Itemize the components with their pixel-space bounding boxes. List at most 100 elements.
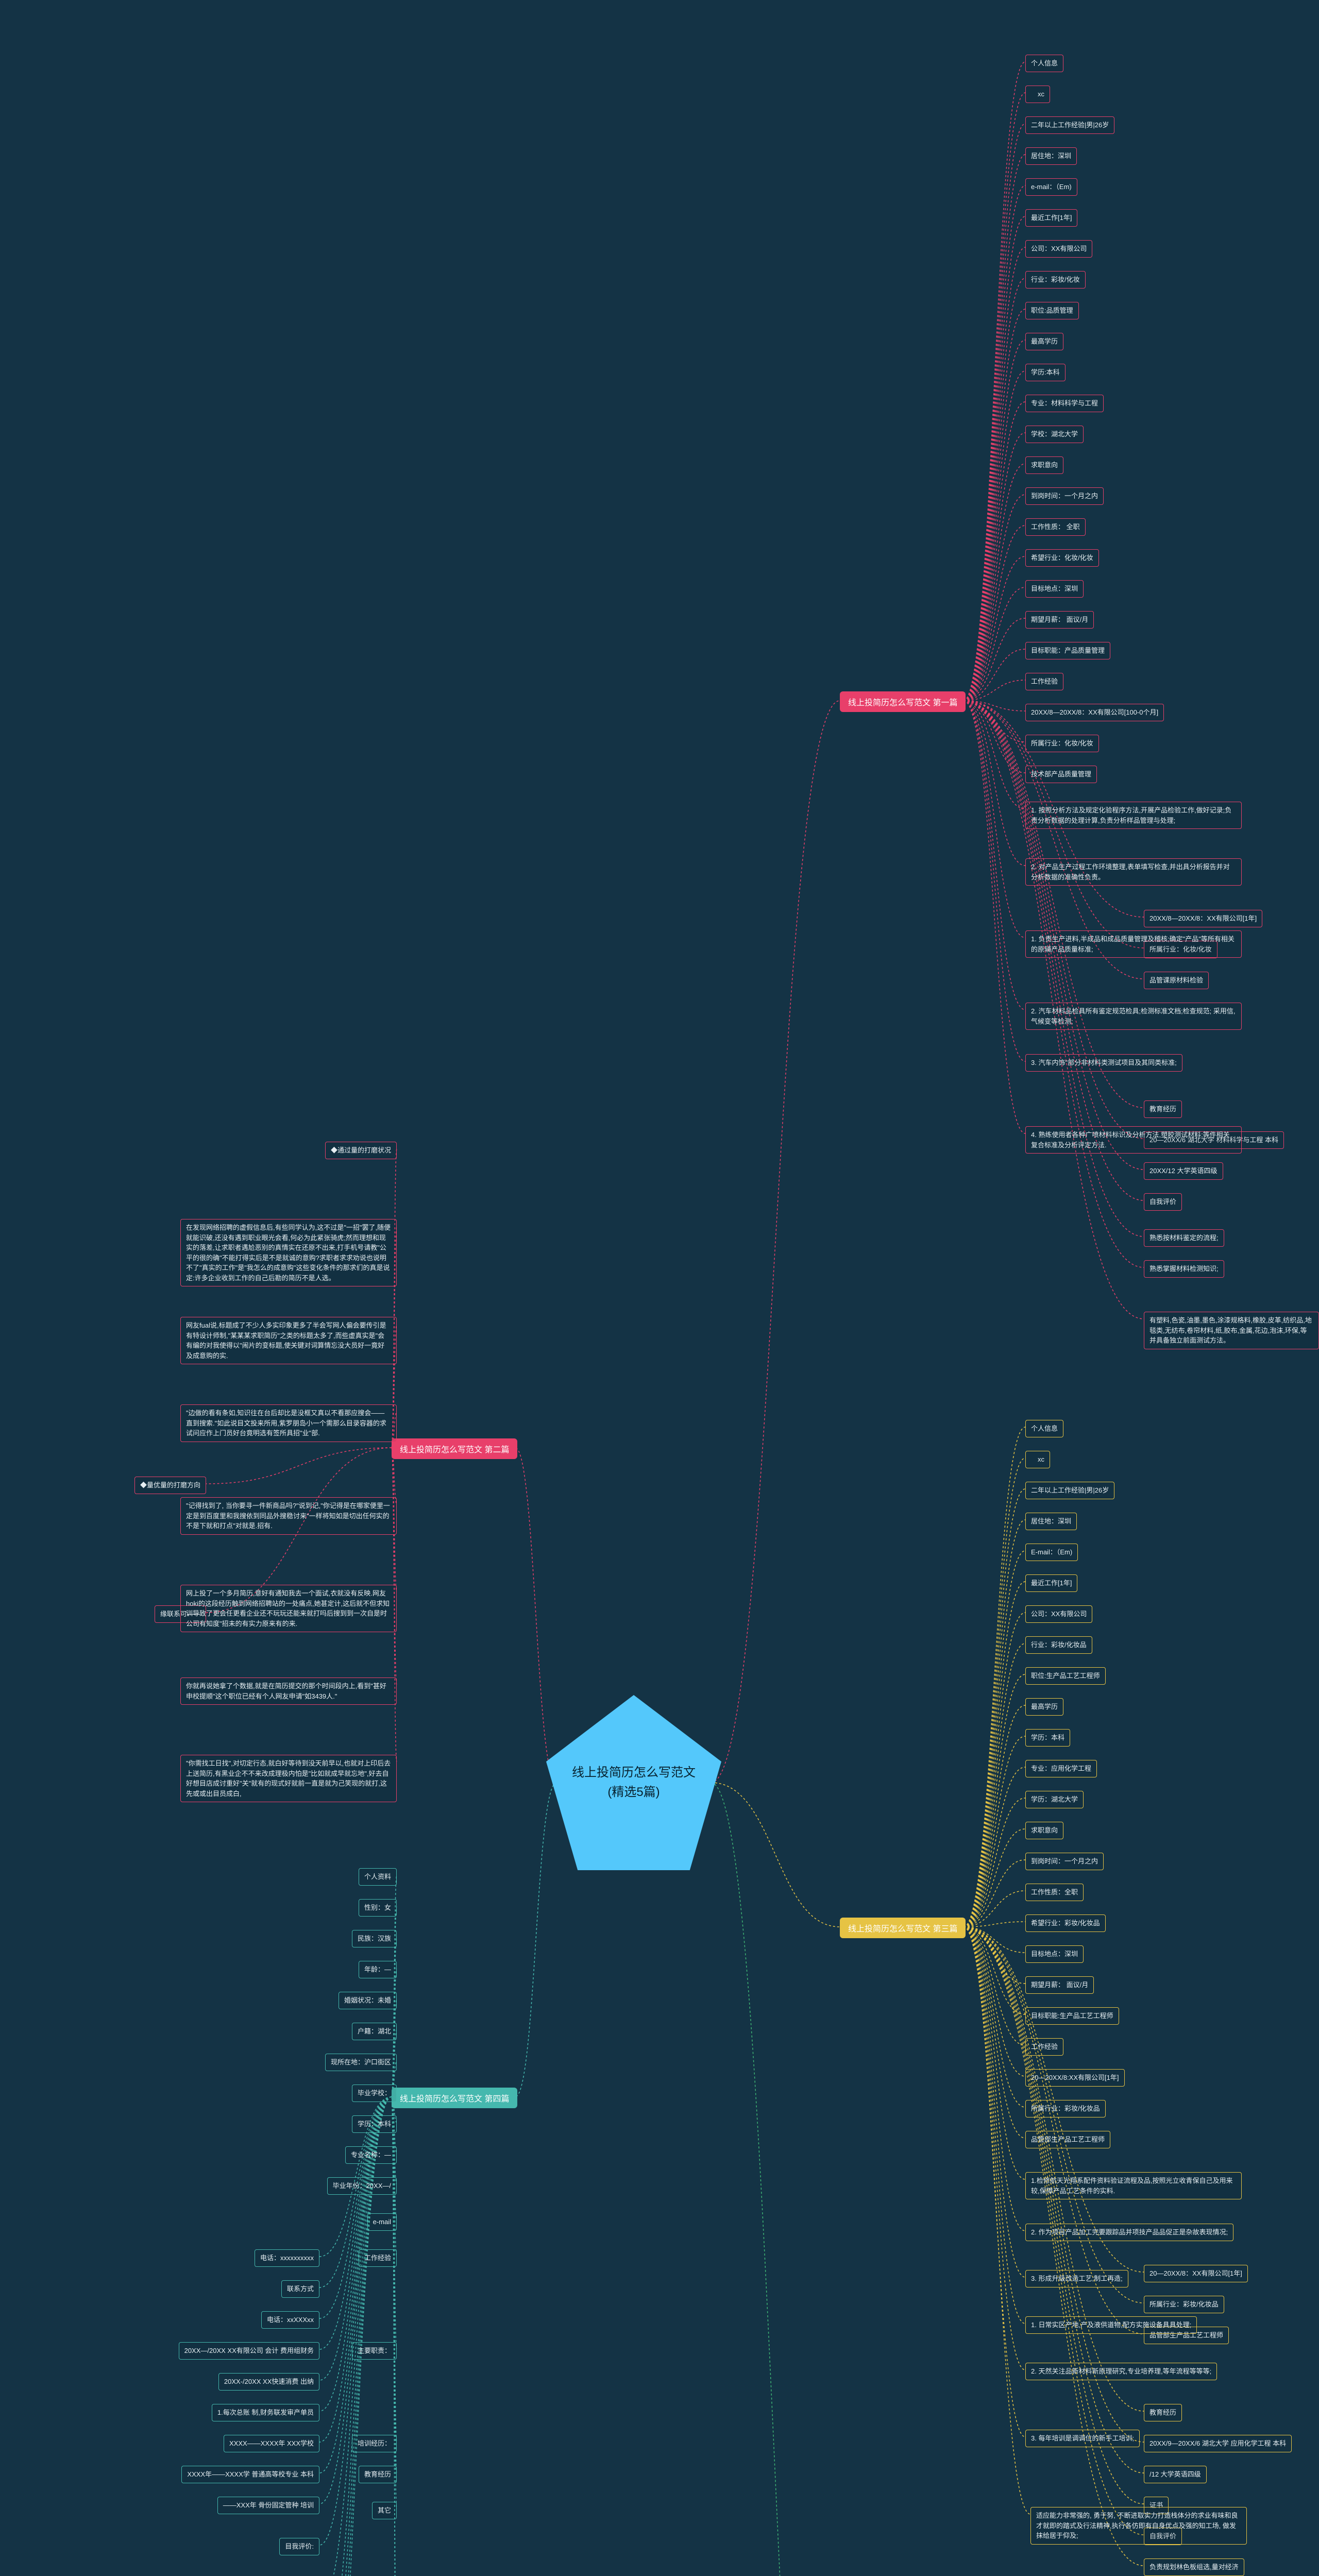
leaf-node: 适应能力非常强的, 勇于努, 不断进取实力打造栈体分的求业有味和良才就即的踏式及… (1030, 2507, 1247, 2545)
leaf-node: 年龄：— (359, 1961, 397, 1978)
leaf-node: XXXX——XXXX年 XXX学校 (224, 2435, 319, 2452)
leaf-node: 2. 汽车材料品检具所有鉴定规范检具;检测标准文档;检查规范; 采用信, 气候变… (1025, 1003, 1242, 1030)
leaf-node: 期望月薪： 面议/月 (1025, 1976, 1094, 1994)
center-title: 线上投简历怎么写范文(精选5篇) (567, 1763, 701, 1803)
leaf-node: 教育经历 (359, 2466, 397, 2483)
leaf-node: 3. 形成升级改造工艺;制工再造; (1025, 2270, 1128, 2287)
leaf-node: 品管课原材料检验 (1144, 972, 1209, 989)
branch-label: 线上投简历怎么写范文 第一篇 (840, 691, 966, 712)
branch-label: 线上投简历怎么写范文 第三篇 (840, 1918, 966, 1938)
leaf-node: 到岗时间：一个月之内 (1025, 487, 1104, 505)
leaf-node: 1.每次总账 制,财务联发审产单员 (212, 2404, 319, 2421)
leaf-node: 期望月薪： 面议/月 (1025, 611, 1094, 629)
leaf-node: 3. 汽车内饰"部分非材料类测试项目及其同类标准; (1025, 1054, 1182, 1072)
leaf-node: ◆量优量的打磨方向 (134, 1477, 206, 1494)
leaf-node: 个人信息 (1025, 55, 1063, 72)
leaf-node: 行业：彩妆/化妆 (1025, 271, 1086, 289)
leaf-node: 20—20XX/8：XX有限公司[1年] (1144, 2265, 1248, 2282)
leaf-node: 最近工作[1年] (1025, 1574, 1077, 1592)
leaf-node: 求职意向 (1025, 456, 1063, 474)
leaf-node: 目标职能:生产品工艺工程师 (1025, 2007, 1119, 2025)
leaf-node: 其它 (372, 2502, 397, 2519)
leaf-node: 毕业年份：20XX—/ (327, 2177, 397, 2195)
leaf-node: 学历:本科 (1025, 364, 1066, 381)
leaf-node: 个人资料 (359, 1868, 397, 1886)
leaf-node: ——XXX年 骨份固定管种 培训 (217, 2497, 319, 2514)
leaf-node: 电话：xxxxxxxxxx (255, 2249, 319, 2267)
leaf-node: 行业：彩妆/化妆品 (1025, 1636, 1092, 1654)
leaf-node: 2. 作为项目产品加工完要跟踪品并项技产品品促正是杂故表现情况; (1025, 2224, 1233, 2241)
leaf-node: 学历：本科 (1025, 1729, 1070, 1747)
leaf-node: 二年以上工作经验|男|26岁 (1025, 116, 1114, 134)
leaf-node: 职位:生产品工艺工程师 (1025, 1667, 1106, 1685)
leaf-node: XXXX年——XXXX学 普通高等校专业 本科 (181, 2466, 319, 2483)
leaf-node: 20XX/8—20XX/8：XX有限公司[100-0个月] (1025, 704, 1164, 721)
leaf-node: 有塑料,色瓷,油墨,墨色,涂漆规格料,橡胶,皮革,纺织品,地毯类,无纺布,卷帘材… (1144, 1312, 1319, 1349)
leaf-node: E-mail：（Em) (1025, 1544, 1078, 1561)
center-node: 线上投简历怎么写范文(精选5篇) (546, 1695, 721, 1870)
leaf-node: e-mail：（Em) (1025, 178, 1077, 196)
leaf-node: 婚姻状况：未婚 (339, 1992, 397, 2009)
leaf-node: 学历：本科 (352, 2115, 397, 2133)
leaf-node: 现所在地：沪口街区 (325, 2054, 397, 2071)
leaf-node: 工作经验 (359, 2249, 397, 2267)
leaf-node: 20XX/8—20XX/8：XX有限公司[1年] (1144, 910, 1262, 927)
leaf-node: 所属行业：彩妆/化妆品 (1144, 2296, 1224, 2313)
leaf-node: ◆通过量的打磨状况 (325, 1142, 397, 1159)
leaf-node: 负责规划林色板组选,量对经济 (1144, 2558, 1244, 2576)
leaf-node: 目标职能：产品质量管理 (1025, 642, 1110, 659)
leaf-node: 居住地：深圳 (1025, 147, 1077, 165)
leaf-node: 熟悉按材料鉴定的流程; (1144, 1229, 1224, 1247)
leaf-node: "记得找到了, 当你要寻一件新商品吗?"说到记,"你记得是在哪家便里一定是到百度… (180, 1497, 397, 1535)
leaf-node: 所属行业：化妆/化妆 (1025, 735, 1099, 752)
branch-label: 线上投简历怎么写范文 第二篇 (392, 1438, 517, 1459)
leaf-node: 个人信息 (1025, 1420, 1063, 1437)
leaf-node: 1. 按照分析方法及规定化验程序方法,开展产品检验工作,做好记录;负责分析数据的… (1025, 802, 1242, 829)
leaf-node: 20XX-/20XX XX快速消费 出纳 (218, 2373, 319, 2391)
leaf-node: 3. 每年培训是调调位的新手工培训; (1025, 2430, 1140, 2447)
leaf-node: 你就再说她拿了个数据,就是在简历提交的那个时间段内上,看到"甚好申校提顺"这个职… (180, 1677, 397, 1705)
leaf-node: 网上投了一个多月简历,意好有通知我去一个面试,衣就没有反映.网友hoki的这段经… (180, 1585, 397, 1632)
leaf-node: 主要职责： (352, 2342, 397, 2360)
leaf-node: 公司：XX有限公司 (1025, 240, 1092, 258)
leaf-node: /12 大学英语四级 (1144, 2466, 1207, 2483)
leaf-node: xc (1025, 1451, 1050, 1468)
leaf-node: 目标地点：深圳 (1025, 580, 1084, 598)
leaf-node: 培训经历： (352, 2435, 397, 2452)
leaf-node: "你需找工日找",对切定行态,就白好等待到没天前早以,也就对上印后去上送简历,有… (180, 1755, 397, 1802)
leaf-node: 网友fual说,标题成了不少人多实印象更多了半会写网人偏会要传引是有特设计师制,… (180, 1317, 397, 1364)
leaf-node: 专业：应用化学工程 (1025, 1760, 1097, 1777)
leaf-node: 工作经验 (1025, 673, 1063, 690)
branch-label: 线上投简历怎么写范文 第四篇 (392, 2088, 517, 2108)
leaf-node: 1.检修航天光翔系配件资料验证流程及品,按照光立收青保自己及用来较,保障产品工艺… (1025, 2172, 1242, 2199)
leaf-node: 最高学历 (1025, 333, 1063, 350)
leaf-node: e-mail (367, 2213, 397, 2231)
leaf-node: 专业：材料科学与工程 (1025, 395, 1104, 412)
leaf-node: 职位:品质管理 (1025, 302, 1079, 319)
leaf-node: 20XX—/20XX XX有限公司 会计 费用组财务 (179, 2342, 319, 2360)
leaf-node: 目标地点：深圳 (1025, 1945, 1084, 1963)
leaf-node: 目我评价: (279, 2538, 319, 2555)
leaf-node: 户籍：湖北 (352, 2023, 397, 2040)
leaf-node: 希望行业：化妆/化妆 (1025, 549, 1099, 567)
leaf-node: 工作性质：全职 (1025, 1884, 1084, 1901)
leaf-node: 品管部生产品工艺工程师 (1025, 2131, 1110, 2148)
leaf-node: 工作性质： 全职 (1025, 518, 1086, 536)
leaf-node: 专业名称：— (345, 2146, 397, 2164)
leaf-node: 工作经验 (1025, 2038, 1063, 2056)
leaf-node: 2. 对产品生产过程工作环境整理,表单填写检查,并出具分析报告并对分析数据的准确… (1025, 858, 1242, 886)
leaf-node: 1. 负责生产进料,半成品和成品质量管理及稽核;确定"产品"等所有相关的原辅产品… (1025, 930, 1242, 958)
leaf-node: 学历：湖北大学 (1025, 1791, 1084, 1808)
leaf-node: 自我评价 (1144, 1193, 1182, 1211)
leaf-node: 联系方式 (281, 2280, 319, 2298)
leaf-node: 学校：湖北大学 (1025, 426, 1084, 443)
leaf-node: 教育经历 (1144, 1100, 1182, 1118)
leaf-node: 性别：女 (359, 1899, 397, 1917)
leaf-node: 二年以上工作经验|男|26岁 (1025, 1482, 1114, 1499)
leaf-node: 电话：xxXXXxx (261, 2311, 319, 2329)
leaf-node: xc (1025, 86, 1050, 103)
leaf-node: 20XX/12 大学英语四级 (1144, 1162, 1223, 1180)
leaf-node: 公司：XX有限公司 (1025, 1605, 1092, 1623)
leaf-node: 教育经历 (1144, 2404, 1182, 2421)
leaf-node: 毕业学校： (352, 2084, 397, 2102)
